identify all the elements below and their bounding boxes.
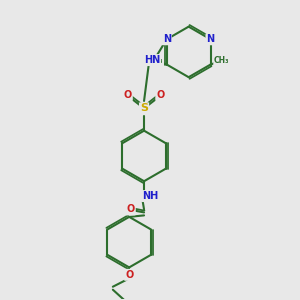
Text: NH: NH	[142, 191, 158, 201]
Text: O: O	[124, 90, 132, 100]
Text: O: O	[125, 270, 133, 280]
Text: N: N	[206, 34, 214, 44]
Text: S: S	[140, 103, 148, 113]
Text: N: N	[163, 34, 171, 44]
Text: O: O	[156, 90, 164, 100]
Text: HN: HN	[144, 55, 160, 65]
Text: CH₃: CH₃	[214, 56, 230, 64]
Text: O: O	[127, 204, 135, 214]
Text: CH₃: CH₃	[148, 56, 163, 64]
